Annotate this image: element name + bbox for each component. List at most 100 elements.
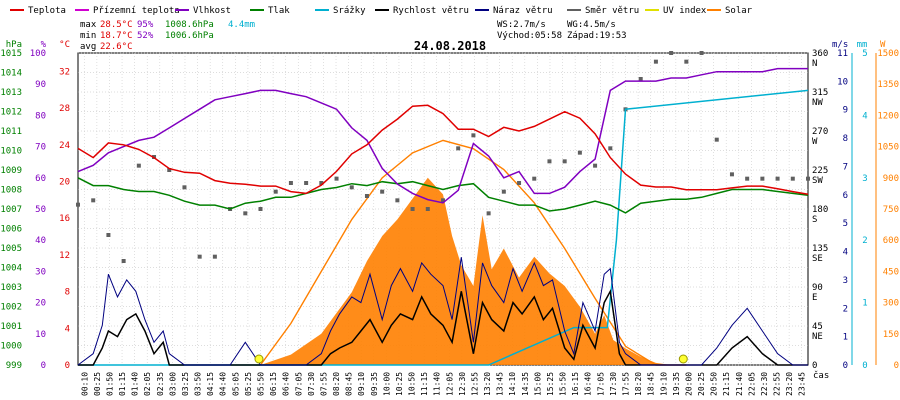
stat-avg-label: avg <box>80 42 96 52</box>
wind-direction-point <box>760 176 765 181</box>
tick-label-direction-letter: S <box>812 215 817 225</box>
tick-label-mm: 0 <box>862 361 867 371</box>
legend: Teplota Přízemní teplota Vlhkost Tlak Srážky… <box>10 6 753 16</box>
tick-label-x: 09:10 <box>357 372 366 396</box>
tick-label-x: 12:05 <box>445 372 454 396</box>
tick-label-x: 17:30 <box>609 372 618 396</box>
wind-direction-point <box>319 181 324 185</box>
wind-direction-point <box>608 146 613 151</box>
tick-label-hpa: 1010 <box>0 147 22 157</box>
wind-direction-point <box>729 172 734 177</box>
tick-label-watts: 0 <box>894 361 899 371</box>
tick-label-x: 20:00 <box>684 372 693 396</box>
tick-label-direction-letter: SW <box>812 176 823 186</box>
tick-label-percent: 0 <box>41 361 46 371</box>
tick-label-x: 05:25 <box>244 372 253 396</box>
tick-label-direction: 315 <box>812 88 828 98</box>
tick-label-x: 18:20 <box>634 372 643 396</box>
wind-direction-point <box>699 51 704 55</box>
wind-direction-point <box>273 189 278 194</box>
tick-label-x: 05:50 <box>257 372 266 396</box>
tick-label-hpa: 1005 <box>0 244 22 254</box>
tick-label-hpa: 1001 <box>0 322 22 332</box>
tick-label-direction: 90 <box>812 283 823 293</box>
tick-label-x: 18:45 <box>647 372 656 396</box>
tick-label-x: 21:40 <box>735 372 744 396</box>
axis-label-percent: % <box>41 40 47 50</box>
stat-min-hum: 52% <box>137 31 154 41</box>
tick-label-celsius: 8 <box>65 288 70 298</box>
tick-label-hpa: 999 <box>6 361 22 371</box>
stat-max-label: max <box>80 20 97 30</box>
tick-label-celsius: 20 <box>59 177 70 187</box>
tick-label-x: 22:30 <box>760 372 769 396</box>
tick-label-watts: 450 <box>883 267 899 277</box>
stat-ws: WS:2.7m/s <box>497 20 546 30</box>
tick-label-ms: 1 <box>843 333 848 343</box>
tick-label-ms: 10 <box>837 77 848 87</box>
legend-label: Rychlost větru <box>393 6 469 16</box>
tick-label-direction-letter: W <box>812 137 818 147</box>
tick-label-percent: 80 <box>35 111 46 121</box>
tick-label-ms: 7 <box>843 162 848 172</box>
tick-label-x: 09:35 <box>370 372 379 396</box>
tick-label-x: 12:30 <box>458 372 467 396</box>
tick-label-x: 14:35 <box>521 372 530 396</box>
legend-label: Tlak <box>268 6 290 16</box>
axis-label-x: čas <box>813 370 829 381</box>
legend-label: Teplota <box>28 6 66 16</box>
tick-label-watts: 150 <box>883 330 899 340</box>
tick-label-percent: 60 <box>35 174 46 184</box>
tick-label-percent: 30 <box>35 267 46 277</box>
tick-label-x: 00:25 <box>93 372 102 396</box>
tick-label-celsius: 28 <box>59 104 70 114</box>
tick-label-ms: 0 <box>843 361 848 371</box>
tick-label-celsius: 4 <box>65 324 70 334</box>
plot-area <box>76 51 810 366</box>
legend-label: Přízemní teplota <box>93 6 180 16</box>
tick-label-hpa: 1003 <box>0 283 22 293</box>
tick-label-x: 22:05 <box>747 372 756 396</box>
tick-label-hpa: 1007 <box>0 205 22 215</box>
tick-label-x: 07:55 <box>319 372 328 396</box>
wind-direction-point <box>425 207 430 211</box>
tick-label-x: 10:25 <box>395 372 404 396</box>
tick-label-percent: 40 <box>35 236 46 246</box>
tick-label-watts: 1500 <box>877 49 899 59</box>
stats-panel: max 28.5°C 95% 1008.6hPa 4.4mm min 18.7°C 52% 10… <box>80 20 627 52</box>
stat-sunrise: Východ:05:58 <box>497 31 562 41</box>
wind-direction-point <box>486 211 491 216</box>
tick-label-mm: 4 <box>862 111 867 121</box>
axis-label-ms: m/s <box>832 40 848 50</box>
tick-label-percent: 20 <box>35 299 46 309</box>
tick-label-x: 13:45 <box>496 372 505 396</box>
tick-label-hpa: 1004 <box>0 264 22 274</box>
chart-title: 24.08.2018 <box>414 39 486 53</box>
tick-label-watts: 300 <box>883 299 899 309</box>
tick-label-direction: 45 <box>812 322 823 332</box>
tick-label-x: 05:05 <box>231 372 240 396</box>
wind-direction-point <box>532 176 537 181</box>
tick-label-percent: 10 <box>35 330 46 340</box>
tick-label-ms: 4 <box>843 248 848 258</box>
tick-label-x: 23:20 <box>785 372 794 396</box>
tick-label-x: 11:15 <box>420 372 429 396</box>
tick-label-hpa: 1008 <box>0 186 22 196</box>
tick-label-mm: 3 <box>862 174 867 184</box>
tick-label-celsius: 24 <box>59 141 70 151</box>
legend-label: UV index <box>663 6 707 16</box>
tick-label-watts: 750 <box>883 205 899 215</box>
uv-marker <box>678 354 688 364</box>
tick-label-celsius: 0 <box>65 361 70 371</box>
wind-direction-point <box>212 254 217 259</box>
wind-direction-point <box>380 189 385 194</box>
tick-label-direction: 225 <box>812 166 828 176</box>
wind-direction-point <box>91 198 96 203</box>
tick-label-hpa: 1011 <box>0 127 22 137</box>
wind-direction-point <box>167 168 172 172</box>
tick-label-hpa: 1015 <box>0 49 22 59</box>
tick-label-x: 06:40 <box>282 372 291 396</box>
wind-direction-point <box>517 181 522 185</box>
tick-label-x: 14:10 <box>508 372 517 396</box>
